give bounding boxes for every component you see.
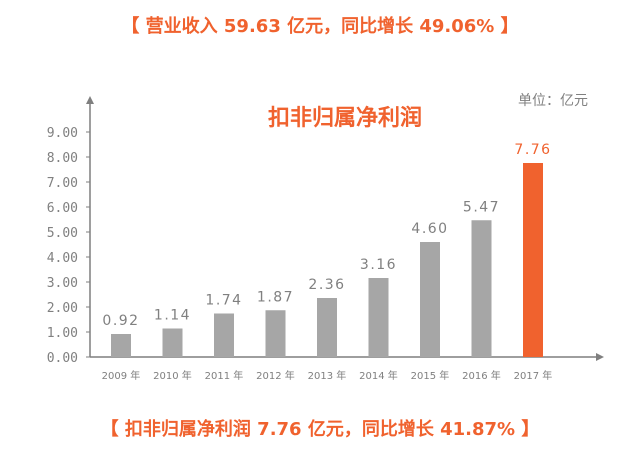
y-tick-label: 3.00 [47, 276, 78, 291]
y-axis-arrow [86, 96, 94, 104]
x-tick-label: 2017 年 [514, 369, 553, 382]
y-tick-label: 9.00 [47, 126, 78, 141]
bar-value-label: 0.92 [102, 313, 139, 329]
x-tick-label: 2009 年 [102, 369, 141, 382]
bar [162, 328, 183, 357]
unit-label: 单位：亿元 [518, 93, 588, 109]
x-axis-arrow [596, 353, 604, 361]
y-tick-label: 4.00 [47, 251, 78, 266]
y-tick-label: 0.00 [47, 351, 78, 366]
x-tick-label: 2015 年 [411, 369, 450, 382]
bar [523, 163, 543, 357]
x-tick-label: 2010 年 [153, 369, 192, 382]
bar [471, 220, 492, 357]
bar [111, 334, 131, 357]
bar [420, 242, 440, 357]
bar-value-label: 4.60 [411, 221, 448, 237]
bar-value-label: 2.36 [308, 277, 345, 293]
y-tick-label: 7.00 [47, 176, 78, 191]
x-tick-label: 2016 年 [462, 369, 501, 382]
y-tick-label: 8.00 [47, 151, 78, 166]
bar-value-label: 5.47 [463, 199, 500, 215]
bar-value-label: 3.16 [360, 257, 397, 273]
y-tick-label: 1.00 [47, 326, 78, 341]
y-tick-label: 5.00 [47, 226, 78, 241]
bar [317, 298, 337, 357]
x-tick-label: 2014 年 [359, 369, 398, 382]
bar [368, 278, 389, 357]
bar-value-label: 1.14 [154, 308, 191, 324]
y-tick-label: 6.00 [47, 201, 78, 216]
y-tick-label: 2.00 [47, 301, 78, 316]
bar [214, 313, 234, 357]
bar-value-label: 1.87 [257, 289, 294, 305]
chart-title: 扣非归属净利润 [268, 105, 422, 131]
x-tick-label: 2013 年 [308, 369, 347, 382]
revenue-banner: 【 营业收入 59.63 亿元，同比增长 49.06% 】 [121, 16, 519, 37]
bar-value-label: 1.74 [205, 293, 242, 309]
bar [265, 310, 286, 357]
x-tick-label: 2012 年 [256, 369, 295, 382]
x-tick-label: 2011 年 [205, 369, 244, 382]
profit-banner: 【 扣非归属净利润 7.76 亿元，同比增长 41.87% 】 [100, 419, 540, 440]
bar-value-label: 7.76 [514, 142, 551, 158]
